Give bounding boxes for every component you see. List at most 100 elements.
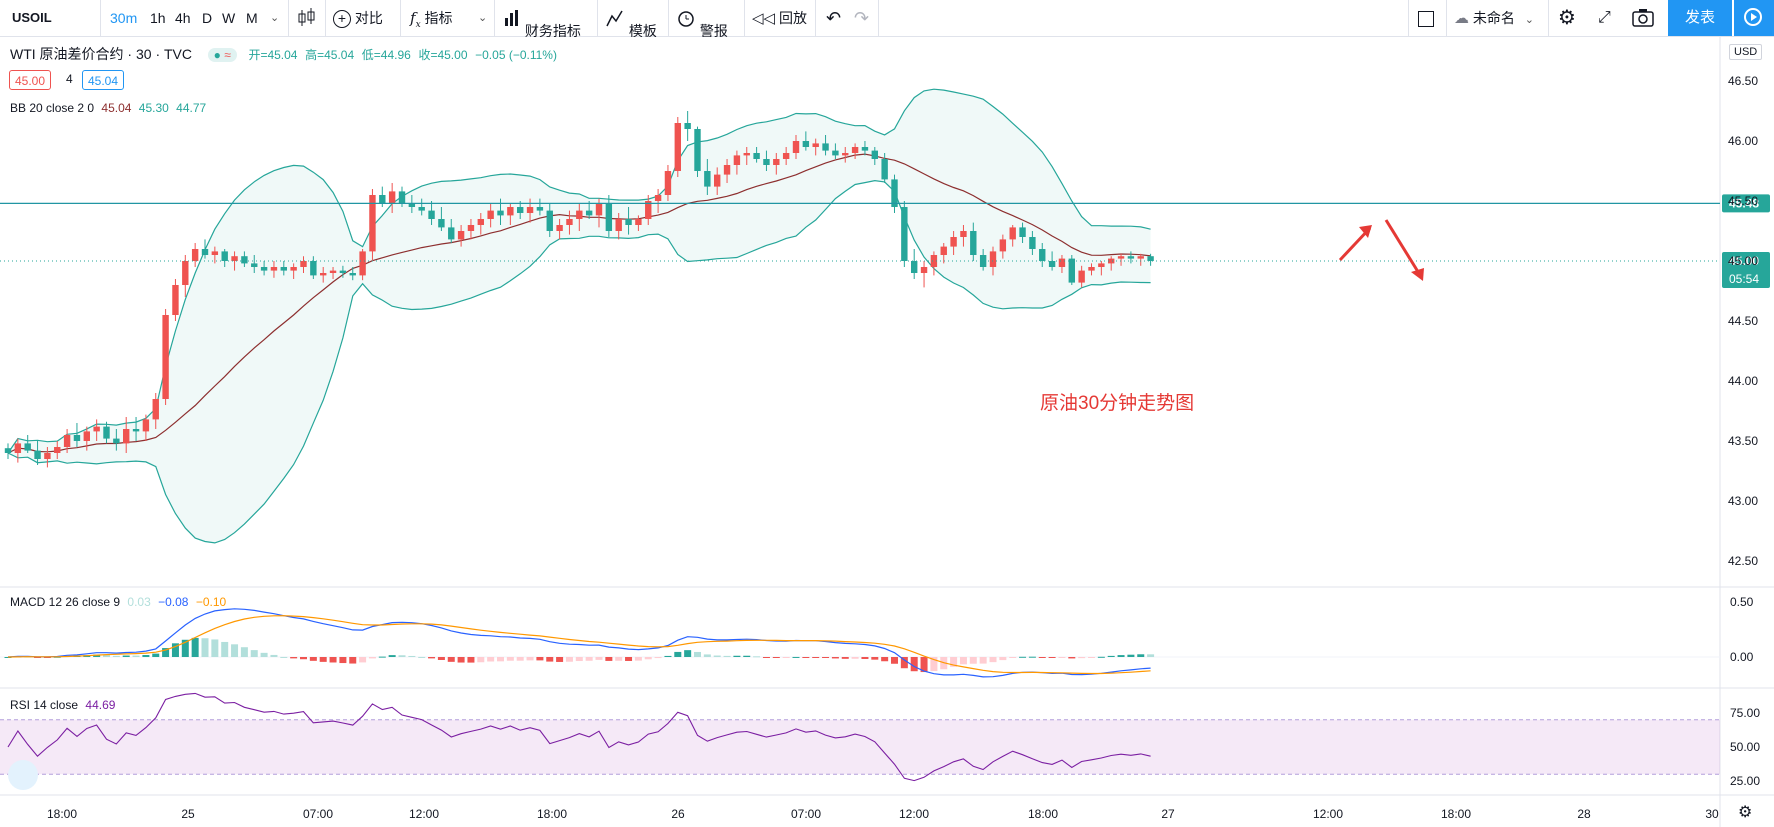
candle[interactable]	[251, 255, 258, 273]
candle[interactable]	[123, 417, 130, 453]
candle[interactable]	[911, 249, 918, 279]
fullscreen-layout-button[interactable]	[1418, 0, 1434, 36]
candle[interactable]	[487, 203, 494, 228]
candle[interactable]	[339, 265, 347, 278]
candle[interactable]	[694, 126, 701, 177]
candle[interactable]	[438, 207, 445, 231]
candle[interactable]	[714, 167, 721, 195]
candle[interactable]	[851, 143, 859, 159]
candle[interactable]	[310, 256, 317, 279]
candle[interactable]	[999, 234, 1007, 259]
interval-4h-button[interactable]: 4h	[175, 10, 191, 26]
macd-line[interactable]	[7, 608, 1151, 678]
candle[interactable]	[290, 263, 297, 279]
candle[interactable]	[1088, 263, 1095, 276]
buy-button[interactable]: 45.04	[82, 70, 125, 90]
candle[interactable]	[162, 309, 169, 405]
candle[interactable]	[369, 189, 376, 261]
sell-button[interactable]: 45.00	[9, 70, 52, 90]
candle[interactable]	[822, 135, 829, 156]
chevron-down-icon[interactable]: ⌄	[478, 12, 488, 24]
candle[interactable]	[1127, 251, 1135, 264]
candle[interactable]	[881, 153, 888, 183]
candle[interactable]	[191, 243, 199, 267]
candle[interactable]	[260, 261, 268, 276]
candle[interactable]	[329, 267, 337, 279]
candle[interactable]	[221, 249, 228, 267]
candle[interactable]	[418, 198, 425, 216]
candle[interactable]	[743, 147, 750, 165]
logo-icon[interactable]	[8, 760, 38, 790]
candle[interactable]	[73, 423, 81, 447]
candle[interactable]	[142, 414, 150, 441]
candle-style-button[interactable]	[296, 0, 318, 36]
candle[interactable]	[93, 419, 100, 441]
candle[interactable]	[63, 429, 71, 453]
last-price-tag[interactable]	[1722, 252, 1770, 288]
candle[interactable]	[654, 189, 662, 213]
candle[interactable]	[448, 219, 455, 243]
gear-icon[interactable]: ⚙	[1558, 7, 1576, 29]
candle[interactable]	[970, 222, 977, 261]
compare-button[interactable]: + 对比	[333, 0, 383, 36]
candle[interactable]	[103, 421, 110, 444]
candle[interactable]	[792, 135, 800, 159]
financials-button[interactable]: 财务指标	[503, 0, 581, 39]
market-status-icon[interactable]: ● ≈	[207, 48, 237, 62]
candle[interactable]	[1019, 222, 1026, 243]
candle[interactable]	[4, 443, 12, 459]
candle[interactable]	[585, 201, 593, 219]
candle[interactable]	[388, 183, 396, 213]
candle[interactable]	[152, 393, 159, 429]
candle[interactable]	[920, 261, 928, 288]
candle[interactable]	[517, 201, 524, 219]
candle[interactable]	[645, 195, 652, 225]
rsi-line[interactable]	[7, 692, 1151, 782]
symbol-search-button[interactable]: USOIL	[12, 10, 52, 25]
candle[interactable]	[24, 435, 31, 453]
candle[interactable]	[1039, 243, 1046, 267]
interval-m-button[interactable]: M	[246, 10, 258, 26]
redo-icon[interactable]: ↷	[854, 8, 870, 28]
candle[interactable]	[891, 174, 898, 213]
candle[interactable]	[625, 207, 632, 235]
macd-signal-line[interactable]	[7, 615, 1151, 675]
candle[interactable]	[1098, 261, 1105, 276]
bb-upper-line[interactable]	[7, 88, 1151, 454]
candle[interactable]	[704, 159, 711, 195]
settings-corner-icon[interactable]: ⚙	[1738, 804, 1753, 821]
candle[interactable]	[132, 417, 140, 441]
interval-30m-button[interactable]: 30m	[110, 10, 138, 26]
candle[interactable]	[1058, 255, 1066, 273]
templates-button[interactable]: 模板	[605, 0, 657, 39]
candle[interactable]	[960, 225, 967, 247]
camera-icon[interactable]	[1632, 0, 1654, 36]
candle[interactable]	[1147, 253, 1154, 266]
candle[interactable]	[842, 147, 849, 163]
candle[interactable]	[536, 198, 544, 216]
candle[interactable]	[457, 225, 465, 247]
candle[interactable]	[1009, 225, 1016, 247]
candle[interactable]	[231, 251, 238, 271]
candle[interactable]	[270, 261, 278, 278]
candle[interactable]	[615, 213, 622, 240]
candle[interactable]	[733, 150, 741, 175]
candle[interactable]	[408, 195, 416, 213]
candle[interactable]	[979, 249, 987, 271]
candle[interactable]	[83, 426, 90, 451]
candle[interactable]	[201, 239, 209, 259]
candle[interactable]	[576, 203, 583, 231]
candle[interactable]	[113, 429, 120, 451]
candle[interactable]	[172, 279, 179, 321]
alert-button[interactable]: 警报	[676, 0, 728, 39]
candle[interactable]	[182, 255, 189, 297]
candle[interactable]	[773, 153, 780, 175]
currency-label[interactable]: USD	[1729, 44, 1763, 60]
candle[interactable]	[54, 441, 61, 459]
candle[interactable]	[241, 251, 248, 267]
candle[interactable]	[832, 143, 839, 159]
candle[interactable]	[674, 117, 681, 177]
candle[interactable]	[300, 256, 307, 273]
candle[interactable]	[1078, 265, 1085, 288]
